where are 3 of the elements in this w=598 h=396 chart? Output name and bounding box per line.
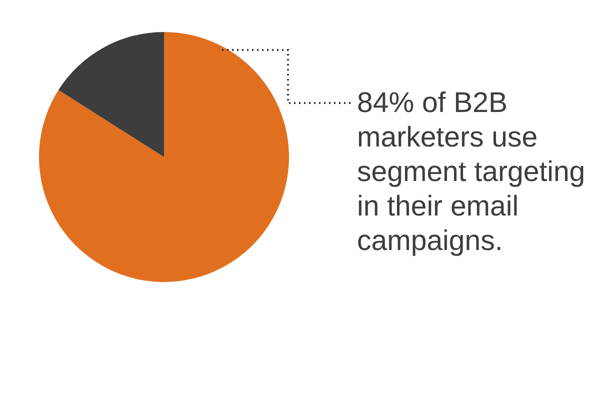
pie-slice xyxy=(58,32,164,157)
text: 84% of B2B marketers use segment targeting in their email campaigns. xyxy=(357,87,586,257)
pie-slice xyxy=(39,32,289,282)
